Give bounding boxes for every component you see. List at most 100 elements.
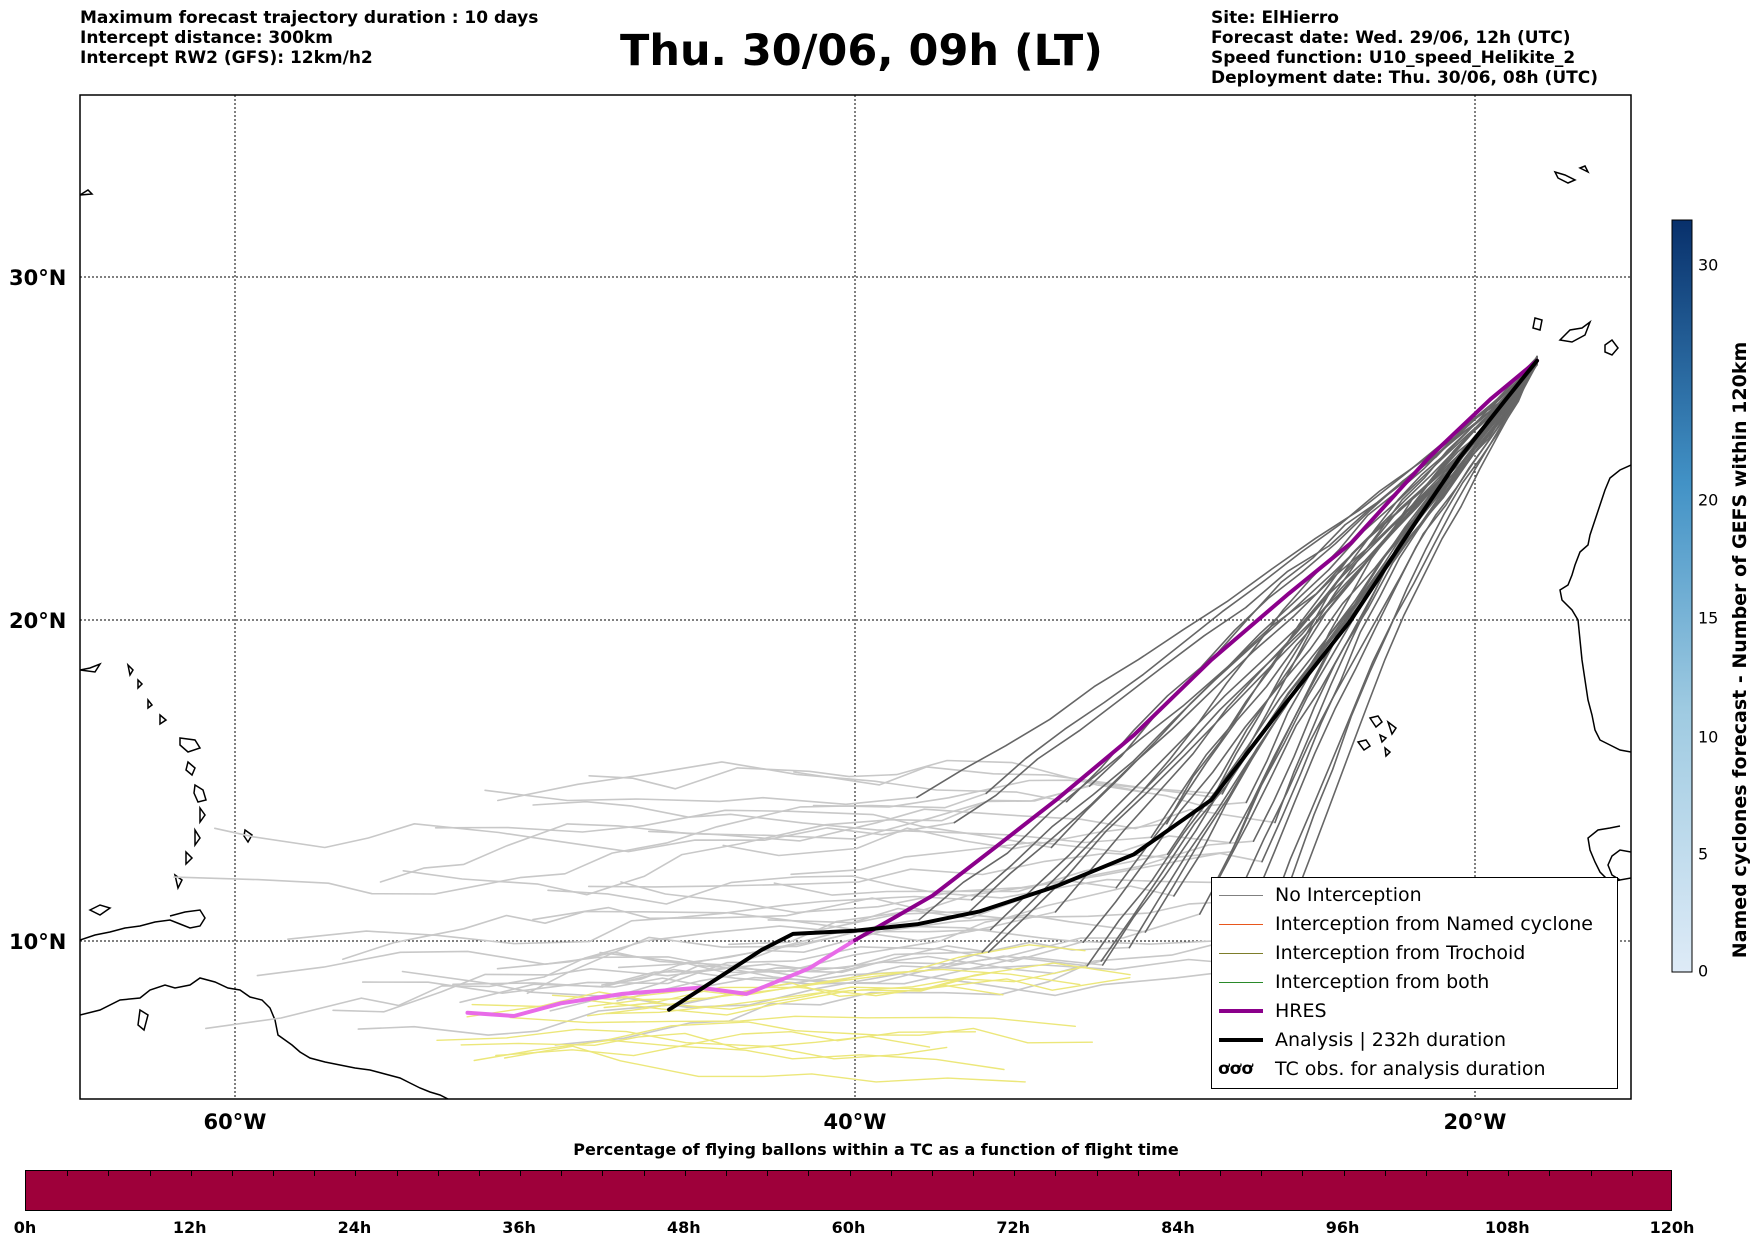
ensemble-trajectory-tail	[554, 942, 1220, 1046]
bar-minor-tick	[478, 1171, 480, 1176]
bar-minor-tick	[849, 1171, 851, 1176]
legend-swatch	[1219, 895, 1263, 896]
site-text: Site: ElHierro	[1211, 8, 1339, 28]
bottom-bar-tick: 48h	[666, 1218, 701, 1237]
map-legend: No Interception Interception from Named …	[1211, 877, 1618, 1089]
bar-minor-tick	[314, 1171, 316, 1176]
ensemble-trajectory-tail	[496, 761, 1068, 803]
bottom-bar-tick: 24h	[337, 1218, 372, 1237]
lat-label-10: 10°N	[9, 930, 66, 954]
bar-minor-tick	[108, 1171, 110, 1176]
ensemble-trajectory	[1100, 363, 1538, 962]
legend-swatch	[1219, 1009, 1263, 1013]
bar-minor-tick	[1508, 1171, 1510, 1176]
analysis-trajectory	[667, 358, 1539, 1012]
ensemble-trajectory-tail	[547, 875, 1217, 905]
bottom-bar-tick: 60h	[831, 1218, 866, 1237]
bottom-bar-tick: 108h	[1484, 1218, 1530, 1237]
ensemble-trajectory-tail	[604, 955, 1103, 986]
lon-label-40w: 40°W	[824, 1110, 887, 1134]
bar-minor-tick	[1137, 1171, 1139, 1176]
colorbar-tick-15: 15	[1698, 608, 1719, 628]
bar-minor-tick	[1014, 1171, 1016, 1176]
bar-minor-tick	[684, 1171, 686, 1176]
colorbar-title: Named cyclones forecast - Number of GEFS…	[1729, 341, 1751, 959]
colorbar-tick-10: 10	[1698, 727, 1719, 747]
legend-swatch	[1219, 924, 1263, 925]
bar-minor-tick	[355, 1171, 357, 1176]
bar-minor-tick	[1384, 1171, 1386, 1176]
bar-minor-tick	[67, 1171, 69, 1176]
ensemble-trajectory-tail	[361, 918, 1278, 995]
bar-minor-tick	[149, 1171, 151, 1176]
ensemble-trajectory	[918, 357, 1538, 921]
ensemble-trajectory-tail	[616, 951, 984, 1002]
bottom-bar-tick: 72h	[996, 1218, 1031, 1237]
bar-minor-tick	[931, 1171, 933, 1176]
ensemble-trajectory-tail	[357, 955, 1088, 1036]
map-frame	[79, 94, 1632, 1100]
trochoid-trajectory	[503, 1045, 1026, 1083]
ensemble-trajectory-tail	[332, 918, 921, 1013]
bar-minor-tick	[396, 1171, 398, 1176]
tc-percentage-bar	[25, 1170, 1672, 1211]
header-info-right: Site: ElHierro Forecast date: Wed. 29/06…	[1211, 8, 1598, 88]
ensemble-trajectory	[953, 360, 1538, 824]
tc-symbol-icon: ơơơ	[1218, 1059, 1254, 1079]
lat-label-30: 30°N	[9, 266, 66, 290]
bottom-bar-title: Percentage of flying ballons within a TC…	[573, 1140, 1179, 1159]
legend-label: TC obs. for analysis duration	[1275, 1058, 1546, 1080]
ensemble-trajectory-tail	[722, 822, 1168, 857]
trochoid-trajectory	[587, 944, 1086, 1008]
ensemble-trajectory-tail	[256, 950, 1104, 985]
ensemble-trajectory	[989, 360, 1538, 931]
trochoid-trajectory	[605, 965, 1088, 1015]
bar-minor-tick	[1096, 1171, 1098, 1176]
legend-label: HRES	[1275, 1000, 1327, 1022]
bar-minor-tick	[725, 1171, 727, 1176]
page-title: Thu. 30/06, 09h (LT)	[620, 26, 1103, 76]
ensemble-trajectory-tail	[484, 789, 918, 806]
bottom-bar-tick: 84h	[1161, 1218, 1195, 1237]
colorbar-tick-20: 20	[1698, 490, 1719, 510]
ensemble-trajectory-tail	[526, 924, 1084, 995]
bar-minor-tick	[890, 1171, 892, 1176]
bar-minor-tick	[231, 1171, 233, 1176]
chart-series-group	[465, 358, 1539, 1018]
bar-minor-tick	[1467, 1171, 1469, 1176]
hres-trajectory-west	[465, 938, 857, 1018]
ensemble-trajectory-tail	[532, 800, 1153, 844]
trochoid-trajectory	[473, 1039, 1005, 1071]
colorbar	[1671, 219, 1693, 973]
trochoid-trajectory	[436, 1028, 948, 1060]
bar-minor-tick	[1590, 1171, 1592, 1176]
bar-minor-tick	[273, 1171, 275, 1176]
ensemble-trajectory-tail	[401, 945, 990, 998]
colorbar-tick-0: 0	[1698, 961, 1709, 981]
legend-swatch	[1219, 982, 1263, 983]
bar-minor-tick	[1178, 1171, 1180, 1176]
ensemble-trajectory	[1261, 356, 1538, 863]
ensemble-trajectory	[970, 360, 1538, 901]
bar-minor-tick	[1302, 1171, 1304, 1176]
lat-axis-labels: 30°N 20°N 10°N	[9, 266, 66, 954]
bar-minor-tick	[602, 1171, 604, 1176]
colorbar-tick-5: 5	[1698, 844, 1709, 864]
lat-label-20: 20°N	[9, 609, 66, 633]
ensemble-trajectory-tail	[205, 910, 971, 1030]
deployment-date-text: Deployment date: Thu. 30/06, 08h (UTC)	[1211, 68, 1598, 88]
bar-minor-tick	[520, 1171, 522, 1176]
legend-label: No Interception	[1275, 884, 1422, 906]
forecast-date-text: Forecast date: Wed. 29/06, 12h (UTC)	[1211, 28, 1571, 48]
trochoid-trajectory	[509, 1015, 1077, 1028]
header-info-left: Maximum forecast trajectory duration : 1…	[80, 8, 538, 68]
bar-minor-tick	[767, 1171, 769, 1176]
bottom-bar-tick: 36h	[502, 1218, 536, 1237]
ensemble-trajectory	[1212, 363, 1538, 798]
bottom-bar-tick: 12h	[172, 1218, 207, 1237]
bar-minor-tick	[1425, 1171, 1427, 1176]
coastlines	[80, 165, 1631, 1099]
colorbar-tick-30: 30	[1698, 255, 1719, 275]
bar-minor-tick	[437, 1171, 439, 1176]
bar-minor-tick	[1261, 1171, 1263, 1176]
